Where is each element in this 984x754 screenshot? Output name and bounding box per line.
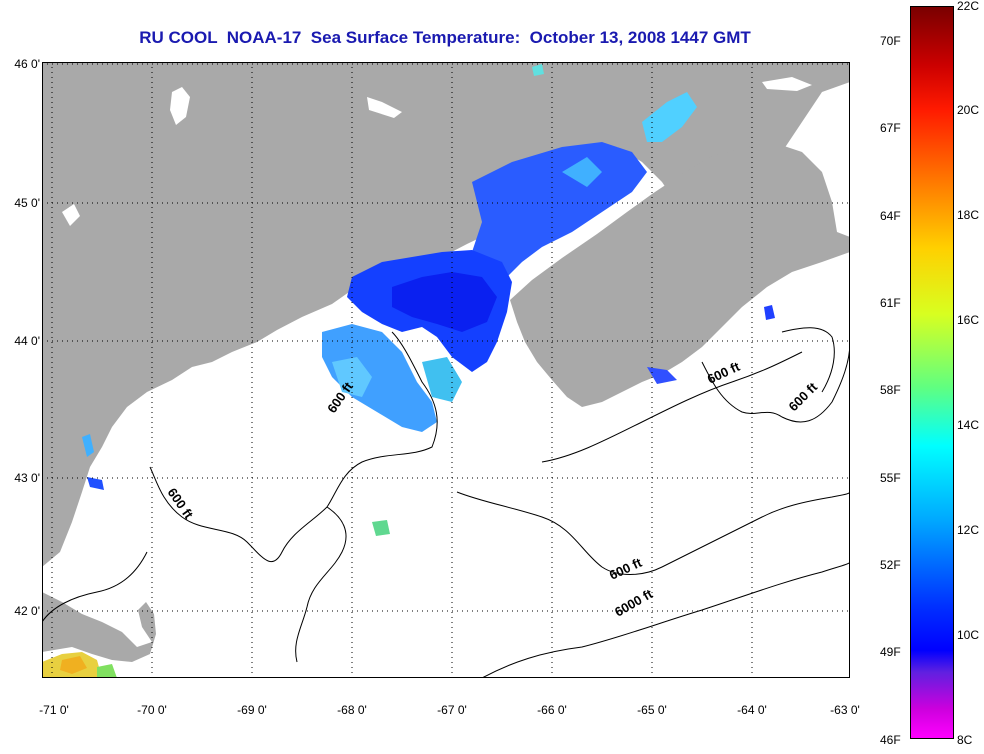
land [42, 62, 850, 678]
latitude-label: 43 0' [14, 471, 40, 485]
colorbar-label-c: 12C [957, 523, 980, 537]
latitude-label: 46 0' [14, 57, 40, 71]
longitude-label: -64 0' [737, 703, 767, 717]
colorbar-label-c: 14C [957, 418, 980, 432]
temperature-colorbar [910, 6, 954, 739]
colorbar-label-c: 20C [957, 103, 980, 117]
sst-map: 600 ft 600 ft 600 ft 600 ft 600 ft 6000 … [42, 62, 850, 678]
latitude-label: 42 0' [14, 604, 40, 618]
colorbar-label-c: 10C [957, 628, 980, 642]
latitude-label: 44 0' [14, 334, 40, 348]
sst-coverage [82, 64, 775, 536]
colorbar-label-f: 61F [880, 296, 901, 310]
longitude-label: -63 0' [830, 703, 860, 717]
longitude-label: -65 0' [637, 703, 667, 717]
longitude-label: -70 0' [137, 703, 167, 717]
lakes [62, 77, 812, 226]
colorbar-label-f: 64F [880, 209, 901, 223]
colorbar-label-c: 22C [957, 0, 980, 13]
map-title: RU COOL NOAA-17 Sea Surface Temperature:… [139, 28, 751, 47]
longitude-label: -67 0' [437, 703, 467, 717]
warm-water [42, 652, 117, 678]
latitude-label: 45 0' [14, 196, 40, 210]
colorbar-label-f: 67F [880, 121, 901, 135]
colorbar-label-f: 46F [880, 733, 901, 747]
longitude-label: -68 0' [337, 703, 367, 717]
map-border [42, 62, 850, 678]
colorbar-label-f: 55F [880, 471, 901, 485]
colorbar-label-f: 70F [880, 34, 901, 48]
colorbar-label-c: 18C [957, 208, 980, 222]
colorbar-label-f: 49F [880, 645, 901, 659]
colorbar-label-f: 52F [880, 558, 901, 572]
longitude-label: -71 0' [39, 703, 69, 717]
colorbar-label-f: 58F [880, 383, 901, 397]
longitude-label: -66 0' [537, 703, 567, 717]
colorbar-label-c: 16C [957, 313, 980, 327]
bathymetry-contours [42, 327, 850, 678]
longitude-label: -69 0' [237, 703, 267, 717]
colorbar-label-c: 8C [957, 733, 973, 747]
map-canvas: 600 ft 600 ft 600 ft 600 ft 600 ft 6000 … [42, 62, 850, 678]
